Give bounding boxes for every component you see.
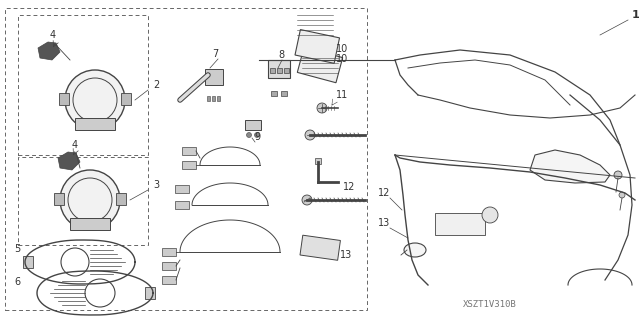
- Circle shape: [302, 195, 312, 205]
- Text: 4: 4: [72, 140, 78, 150]
- Text: 5: 5: [14, 244, 20, 254]
- Text: 6: 6: [14, 277, 20, 287]
- Bar: [145, 287, 155, 299]
- Circle shape: [246, 132, 252, 137]
- Bar: [212, 96, 215, 101]
- Bar: [300, 235, 340, 260]
- Bar: [121, 93, 131, 105]
- Text: 4: 4: [50, 30, 56, 40]
- Bar: [271, 91, 277, 96]
- Text: 9: 9: [254, 132, 260, 142]
- Bar: [5, 8, 367, 310]
- Circle shape: [619, 192, 625, 198]
- Text: 1: 1: [632, 10, 640, 20]
- Bar: [435, 213, 485, 235]
- Text: 13: 13: [378, 218, 390, 228]
- Text: 10: 10: [336, 44, 348, 54]
- Bar: [245, 120, 261, 130]
- Bar: [18, 15, 148, 155]
- Bar: [18, 157, 148, 245]
- Bar: [182, 147, 196, 155]
- Circle shape: [255, 132, 259, 137]
- Circle shape: [305, 130, 315, 140]
- Bar: [182, 161, 196, 169]
- Bar: [298, 47, 342, 83]
- Bar: [116, 193, 126, 205]
- Bar: [284, 68, 289, 73]
- Text: 7: 7: [212, 49, 218, 59]
- Bar: [23, 256, 33, 268]
- Bar: [315, 158, 321, 164]
- Text: XSZT1V310B: XSZT1V310B: [463, 300, 517, 309]
- Bar: [205, 69, 223, 85]
- Polygon shape: [58, 152, 80, 170]
- Bar: [162, 276, 176, 284]
- Text: 13: 13: [340, 250, 352, 260]
- Text: 8: 8: [278, 50, 284, 60]
- Bar: [217, 96, 220, 101]
- Bar: [75, 118, 115, 130]
- Polygon shape: [530, 150, 610, 183]
- Bar: [54, 193, 64, 205]
- Bar: [175, 201, 189, 209]
- Bar: [59, 93, 69, 105]
- Text: 12: 12: [378, 188, 390, 198]
- Text: 12: 12: [343, 182, 355, 192]
- Bar: [207, 96, 210, 101]
- Bar: [295, 30, 340, 63]
- Bar: [277, 68, 282, 73]
- Ellipse shape: [404, 243, 426, 257]
- Bar: [175, 185, 189, 193]
- Text: 10: 10: [336, 54, 348, 64]
- Bar: [162, 248, 176, 256]
- Bar: [268, 60, 290, 78]
- Circle shape: [482, 207, 498, 223]
- Circle shape: [65, 70, 125, 130]
- Text: 2: 2: [153, 80, 159, 90]
- Bar: [70, 218, 110, 230]
- Circle shape: [60, 170, 120, 230]
- Circle shape: [317, 103, 327, 113]
- Text: 3: 3: [153, 180, 159, 190]
- Bar: [162, 262, 176, 270]
- Polygon shape: [38, 42, 60, 60]
- Bar: [270, 68, 275, 73]
- Bar: [281, 91, 287, 96]
- Text: 11: 11: [336, 90, 348, 100]
- Circle shape: [614, 171, 622, 179]
